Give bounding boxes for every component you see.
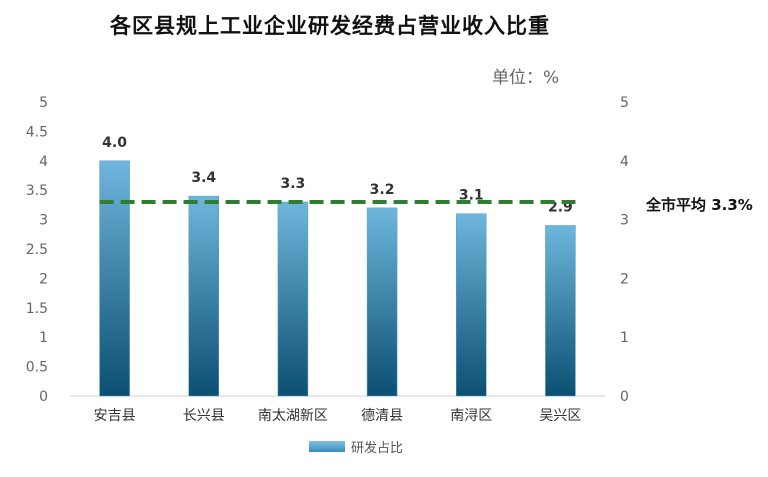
y-tick-right: 2 <box>620 271 629 287</box>
y-tick-right: 5 <box>620 95 629 111</box>
bar <box>277 201 309 397</box>
bar <box>188 195 219 397</box>
legend: 研发占比 <box>309 437 403 456</box>
legend-swatch <box>309 441 345 452</box>
chart-title: 各区县规上工业企业研发经费占营业收入比重 <box>110 14 550 38</box>
legend-label: 研发占比 <box>351 441 404 456</box>
data-label: 3.1 <box>459 188 484 204</box>
y-tick-right: 4 <box>620 154 629 170</box>
y-tick-left: 2 <box>39 271 48 287</box>
category-label: 南太湖新区 <box>258 408 328 424</box>
y-tick-right: 1 <box>620 330 629 346</box>
bar <box>99 160 130 397</box>
y-tick-left: 1.5 <box>26 301 48 317</box>
category-label: 德清县 <box>361 408 403 424</box>
average-label: 全市平均 3.3% <box>646 196 753 214</box>
category-label: 长兴县 <box>183 408 225 424</box>
category-label: 吴兴区 <box>539 408 581 424</box>
data-label: 4.0 <box>102 135 127 151</box>
y-tick-left: 0 <box>39 389 48 405</box>
y-tick-left: 3 <box>39 213 48 229</box>
data-label: 3.4 <box>191 170 216 186</box>
category-labels: 安吉县 长兴县 南太湖新区 德清县 南浔区 吴兴区 <box>94 408 582 424</box>
y-tick-left: 2.5 <box>26 242 48 258</box>
bar <box>366 207 398 397</box>
data-label: 3.2 <box>370 182 395 198</box>
category-label: 南浔区 <box>450 408 492 424</box>
y-tick-right: 3 <box>620 213 629 229</box>
y-tick-left: 5 <box>39 95 48 111</box>
y-tick-left: 4 <box>39 154 48 170</box>
category-label: 安吉县 <box>94 408 136 424</box>
bar <box>545 225 576 397</box>
data-label: 3.3 <box>281 176 306 192</box>
y-tick-left: 0.5 <box>26 360 48 376</box>
y-tick-right: 0 <box>620 389 629 405</box>
bars <box>99 160 576 397</box>
y-tick-left: 4.5 <box>26 124 48 140</box>
y-axis-left: 0 0.5 1 1.5 2 2.5 3 3.5 4 4.5 5 <box>26 95 48 405</box>
unit-label: 单位：% <box>492 68 560 88</box>
y-tick-left: 3.5 <box>26 183 48 199</box>
bar <box>456 213 487 397</box>
y-tick-left: 1 <box>39 330 48 346</box>
y-axis-right: 0 1 2 3 4 5 <box>620 95 629 405</box>
